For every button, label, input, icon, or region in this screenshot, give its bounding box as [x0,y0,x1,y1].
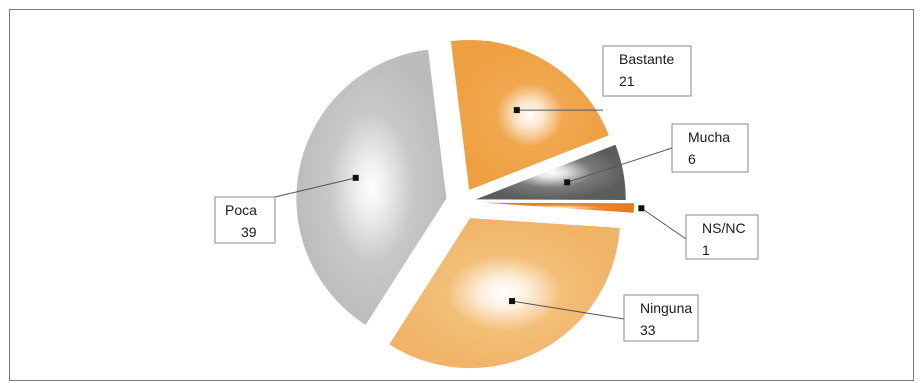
pie-slice-nsnc [483,202,634,213]
marker-nsnc [638,205,645,212]
label-name-bastante: Bastante [619,51,674,67]
leader-line-poca [274,177,356,198]
label-box-bastante [602,45,692,97]
label-value-nsnc: 1 [702,242,710,258]
marker-mucha [564,179,571,186]
pie-slice-mucha [475,144,626,200]
leader-line-ninguna [511,300,625,320]
pie-slice-ninguna [389,218,620,369]
pie-slice-poca [296,49,447,325]
marker-ninguna [509,298,516,305]
label-box-poca [214,196,276,244]
label-bastante: Bastante 21 [602,45,692,97]
label-value-bastante: 21 [619,73,635,89]
label-box-nsnc [685,214,759,260]
label-mucha: Mucha 6 [671,123,749,173]
label-value-mucha: 6 [688,151,696,167]
leader-line-nsnc [641,207,687,240]
label-poca: Poca 39 [214,196,276,244]
label-name-poca: Poca [225,202,257,218]
marker-poca [352,174,359,181]
label-value-poca: 39 [241,224,257,240]
pie-slice-bastante [450,39,609,190]
label-nsnc: NS/NC 1 [685,214,759,260]
label-name-ninguna: Ninguna [640,300,692,316]
label-name-nsnc: NS/NC [702,220,746,236]
label-name-mucha: Mucha [688,129,730,145]
label-value-ninguna: 33 [640,322,656,338]
label-box-mucha [671,123,749,173]
label-box-ninguna [623,294,699,342]
label-ninguna: Ninguna 33 [623,294,699,342]
leader-line-mucha [567,147,673,183]
marker-bastante [513,107,520,114]
